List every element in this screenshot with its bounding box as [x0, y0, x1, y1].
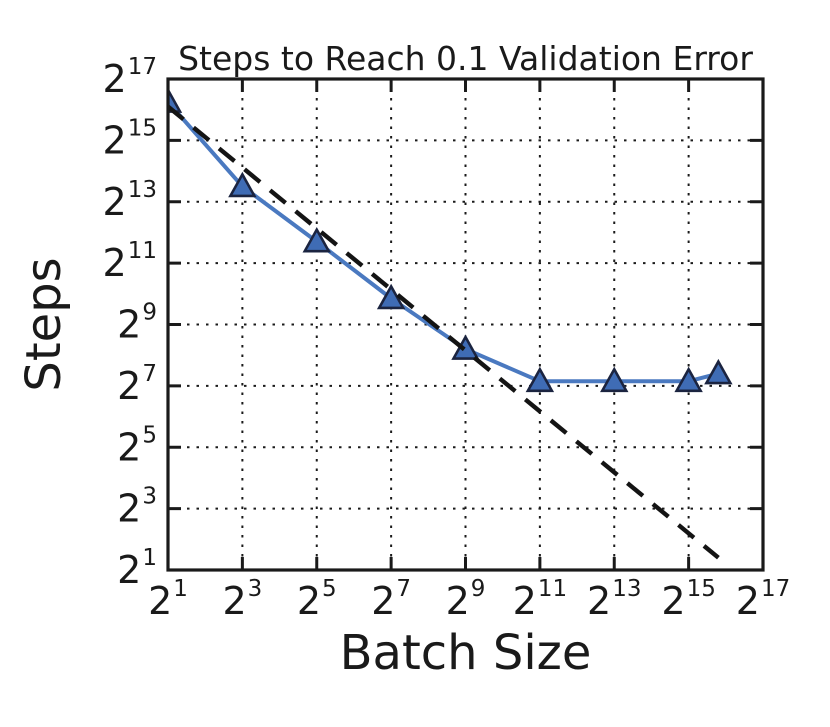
x-axis-label: Batch Size	[340, 625, 592, 681]
data-point-marker	[600, 366, 629, 393]
grid-layer	[168, 79, 763, 570]
series-layer	[168, 87, 733, 560]
y-tick-label: 215	[103, 115, 157, 162]
data-point-marker	[228, 171, 257, 198]
y-tick-label: 25	[117, 422, 157, 469]
y-tick-label: 29	[117, 300, 157, 347]
x-tick-label: 25	[297, 576, 337, 623]
steps-curve-line	[168, 100, 719, 384]
x-tick-label: 211	[513, 576, 567, 623]
x-tick-label: 21	[148, 576, 188, 623]
chart-title: Steps to Reach 0.1 Validation Error	[178, 39, 753, 78]
tick-layer	[166, 77, 765, 572]
data-point-marker	[302, 226, 331, 253]
x-tick-label: 27	[371, 576, 411, 623]
x-tick-label: 215	[661, 576, 715, 623]
y-tick-label: 27	[117, 361, 157, 408]
x-tick-label: 217	[736, 576, 790, 623]
tick-label-layer: 21 23 25 27 29 211 213 215 217 21 23 25 27 29 211 213 21…	[103, 54, 791, 623]
data-point-marker	[168, 87, 183, 113]
data-point-marker	[674, 366, 703, 393]
linear-scaling-reference-line	[168, 104, 720, 560]
y-tick-label: 217	[103, 54, 157, 101]
x-tick-label: 23	[222, 576, 262, 623]
data-point-marker	[525, 366, 555, 393]
x-tick-label: 29	[446, 576, 486, 623]
y-tick-label: 213	[103, 177, 157, 224]
data-point-marker	[704, 358, 733, 385]
y-tick-label: 211	[103, 238, 157, 285]
y-tick-label: 21	[117, 545, 157, 592]
y-axis-label: Steps	[16, 257, 72, 391]
y-tick-label: 23	[117, 484, 157, 531]
x-tick-label: 213	[587, 576, 641, 623]
